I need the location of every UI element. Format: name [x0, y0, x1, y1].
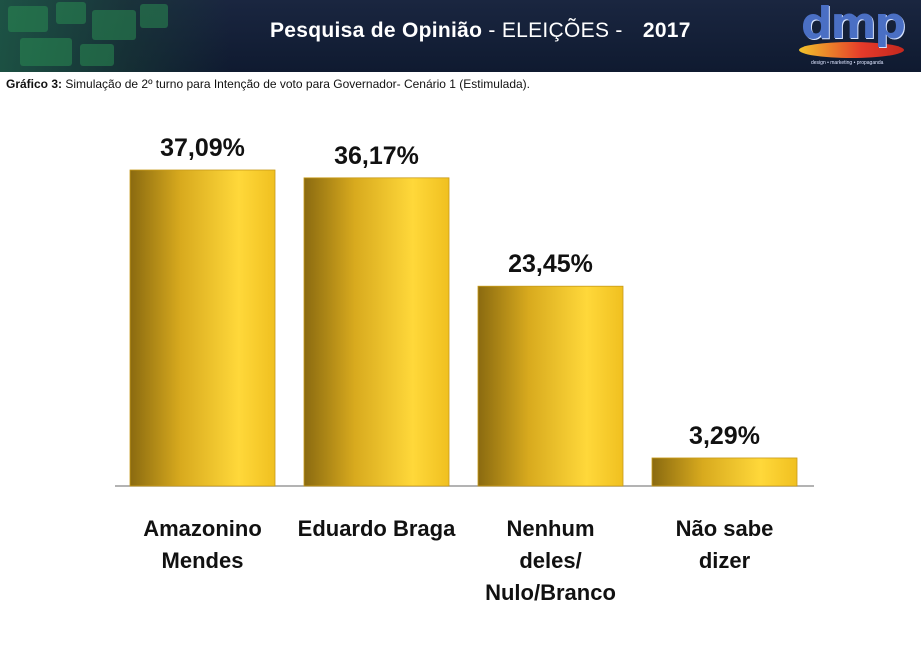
category-label-line: Nenhum — [507, 516, 595, 541]
bar — [651, 457, 798, 487]
title-main: Pesquisa de Opinião — [270, 19, 483, 42]
title-sub: - ELEIÇÕES - — [482, 19, 629, 42]
category-label: Eduardo Braga — [298, 516, 456, 541]
category-label-line: Mendes — [162, 548, 244, 573]
logo-swoosh — [799, 42, 904, 58]
data-label: 37,09% — [160, 134, 245, 162]
header-banner: Pesquisa de Opinião - ELEIÇÕES - 2017 dm… — [0, 0, 921, 72]
category-label-line: Não sabe — [676, 516, 774, 541]
bar — [129, 169, 276, 487]
header-decoration — [0, 0, 230, 72]
deco-square — [140, 4, 168, 28]
caption-label: Gráfico 3: — [6, 77, 63, 91]
deco-square — [20, 38, 72, 66]
caption-text: Simulação de 2º turno para Intenção de v… — [62, 77, 530, 91]
deco-square — [80, 44, 114, 66]
category-label: Nenhum deles/Nulo/Branco — [485, 516, 616, 605]
data-label: 3,29% — [689, 422, 760, 450]
data-label: 36,17% — [334, 142, 419, 170]
category-label-line: Amazonino — [143, 516, 262, 541]
chart-caption: Gráfico 3: Simulação de 2º turno para In… — [6, 77, 530, 91]
deco-square — [8, 6, 48, 32]
logo-tagline: design • marketing • propaganda — [811, 60, 884, 66]
category-label: Amazonino Mendes — [143, 516, 262, 573]
bar — [303, 177, 450, 487]
category-label-line: deles/ — [519, 548, 581, 573]
title-year: 2017 — [642, 19, 691, 42]
category-label-line: Eduardo Braga — [298, 516, 456, 541]
deco-square — [92, 10, 136, 40]
category-label-line: Nulo/Branco — [485, 580, 616, 605]
deco-square — [56, 2, 86, 24]
logo-wordmark: dmp — [801, 0, 906, 49]
category-label-line: dizer — [699, 548, 751, 573]
data-label: 23,45% — [508, 250, 593, 278]
bar — [477, 285, 624, 487]
category-label: Não sabe dizer — [676, 516, 774, 573]
page-title: Pesquisa de Opinião - ELEIÇÕES - 2017 — [270, 19, 691, 43]
dmp-logo: dmp design • marketing • propaganda — [795, 0, 915, 72]
